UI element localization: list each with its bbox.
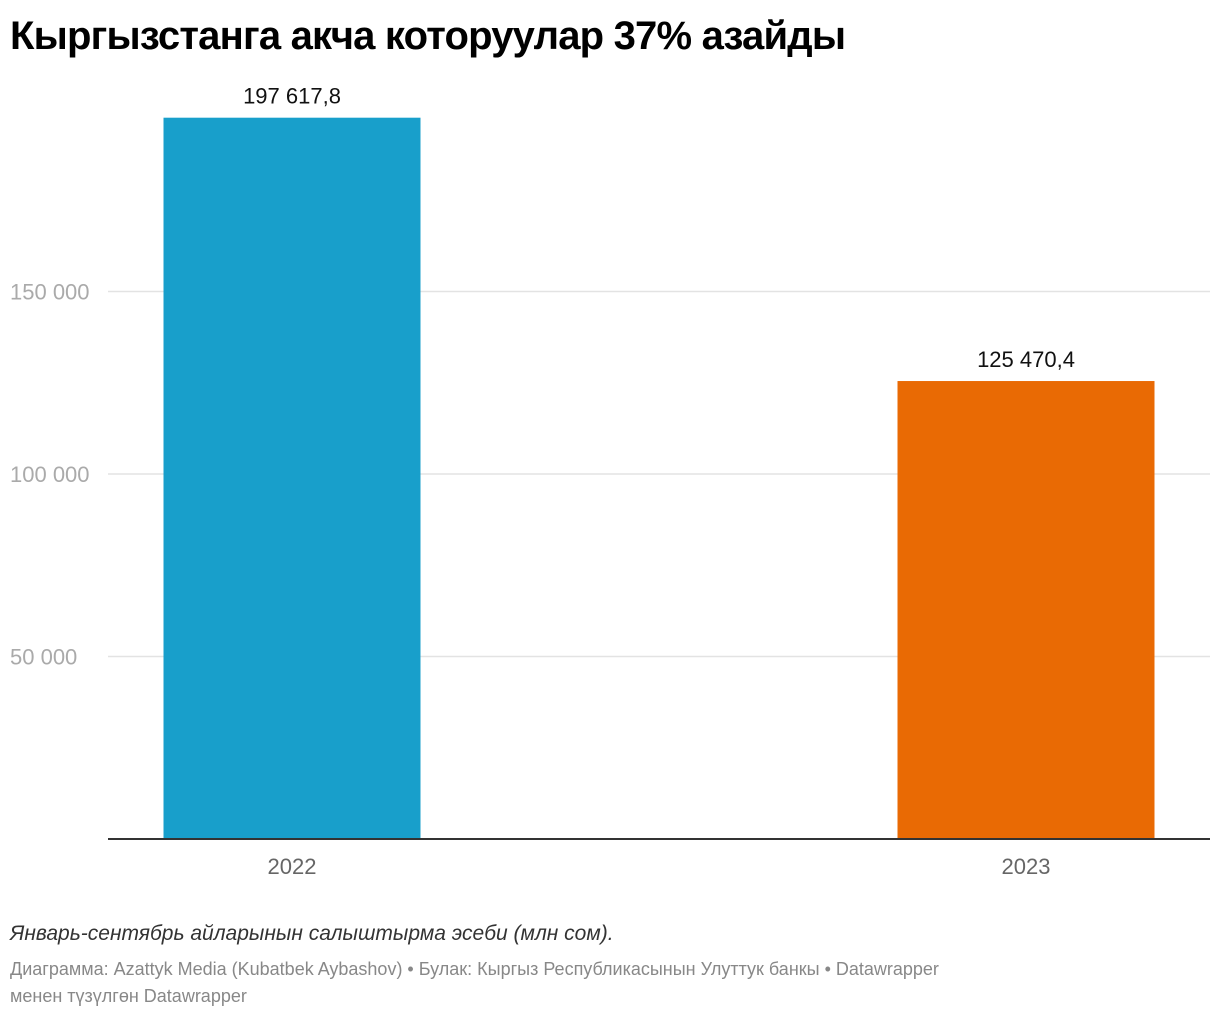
chart-title: Кыргызстанга акча которуулар 37% азайды bbox=[10, 14, 846, 58]
y-tick-label: 100 000 bbox=[10, 462, 90, 487]
chart-footer: Диаграмма: Azattyk Media (Kubatbek Aybas… bbox=[10, 956, 1190, 1010]
bar-value-label: 125 470,4 bbox=[977, 347, 1075, 372]
y-tick-label: 150 000 bbox=[10, 280, 90, 305]
x-category-label: 2023 bbox=[1002, 854, 1051, 879]
x-axis-category-labels: 2022 2023 bbox=[268, 854, 1051, 879]
footer-made-with: менен түзүлгөн Datawrapper bbox=[10, 986, 247, 1006]
bar-2023 bbox=[897, 381, 1155, 839]
value-labels: 197 617,8 125 470,4 bbox=[243, 84, 1075, 372]
bar-value-label: 197 617,8 bbox=[243, 84, 341, 109]
footer-credits: Диаграмма: Azattyk Media (Kubatbek Aybas… bbox=[10, 959, 939, 979]
bar-2022 bbox=[163, 117, 421, 840]
y-axis-tick-labels: 50 000 100 000 150 000 bbox=[10, 280, 90, 670]
x-category-label: 2022 bbox=[268, 854, 317, 879]
chart-notes: Январь-сентябрь айларынын салыштырма эсе… bbox=[10, 922, 614, 945]
y-tick-label: 50 000 bbox=[10, 645, 77, 670]
bars bbox=[163, 117, 1155, 840]
